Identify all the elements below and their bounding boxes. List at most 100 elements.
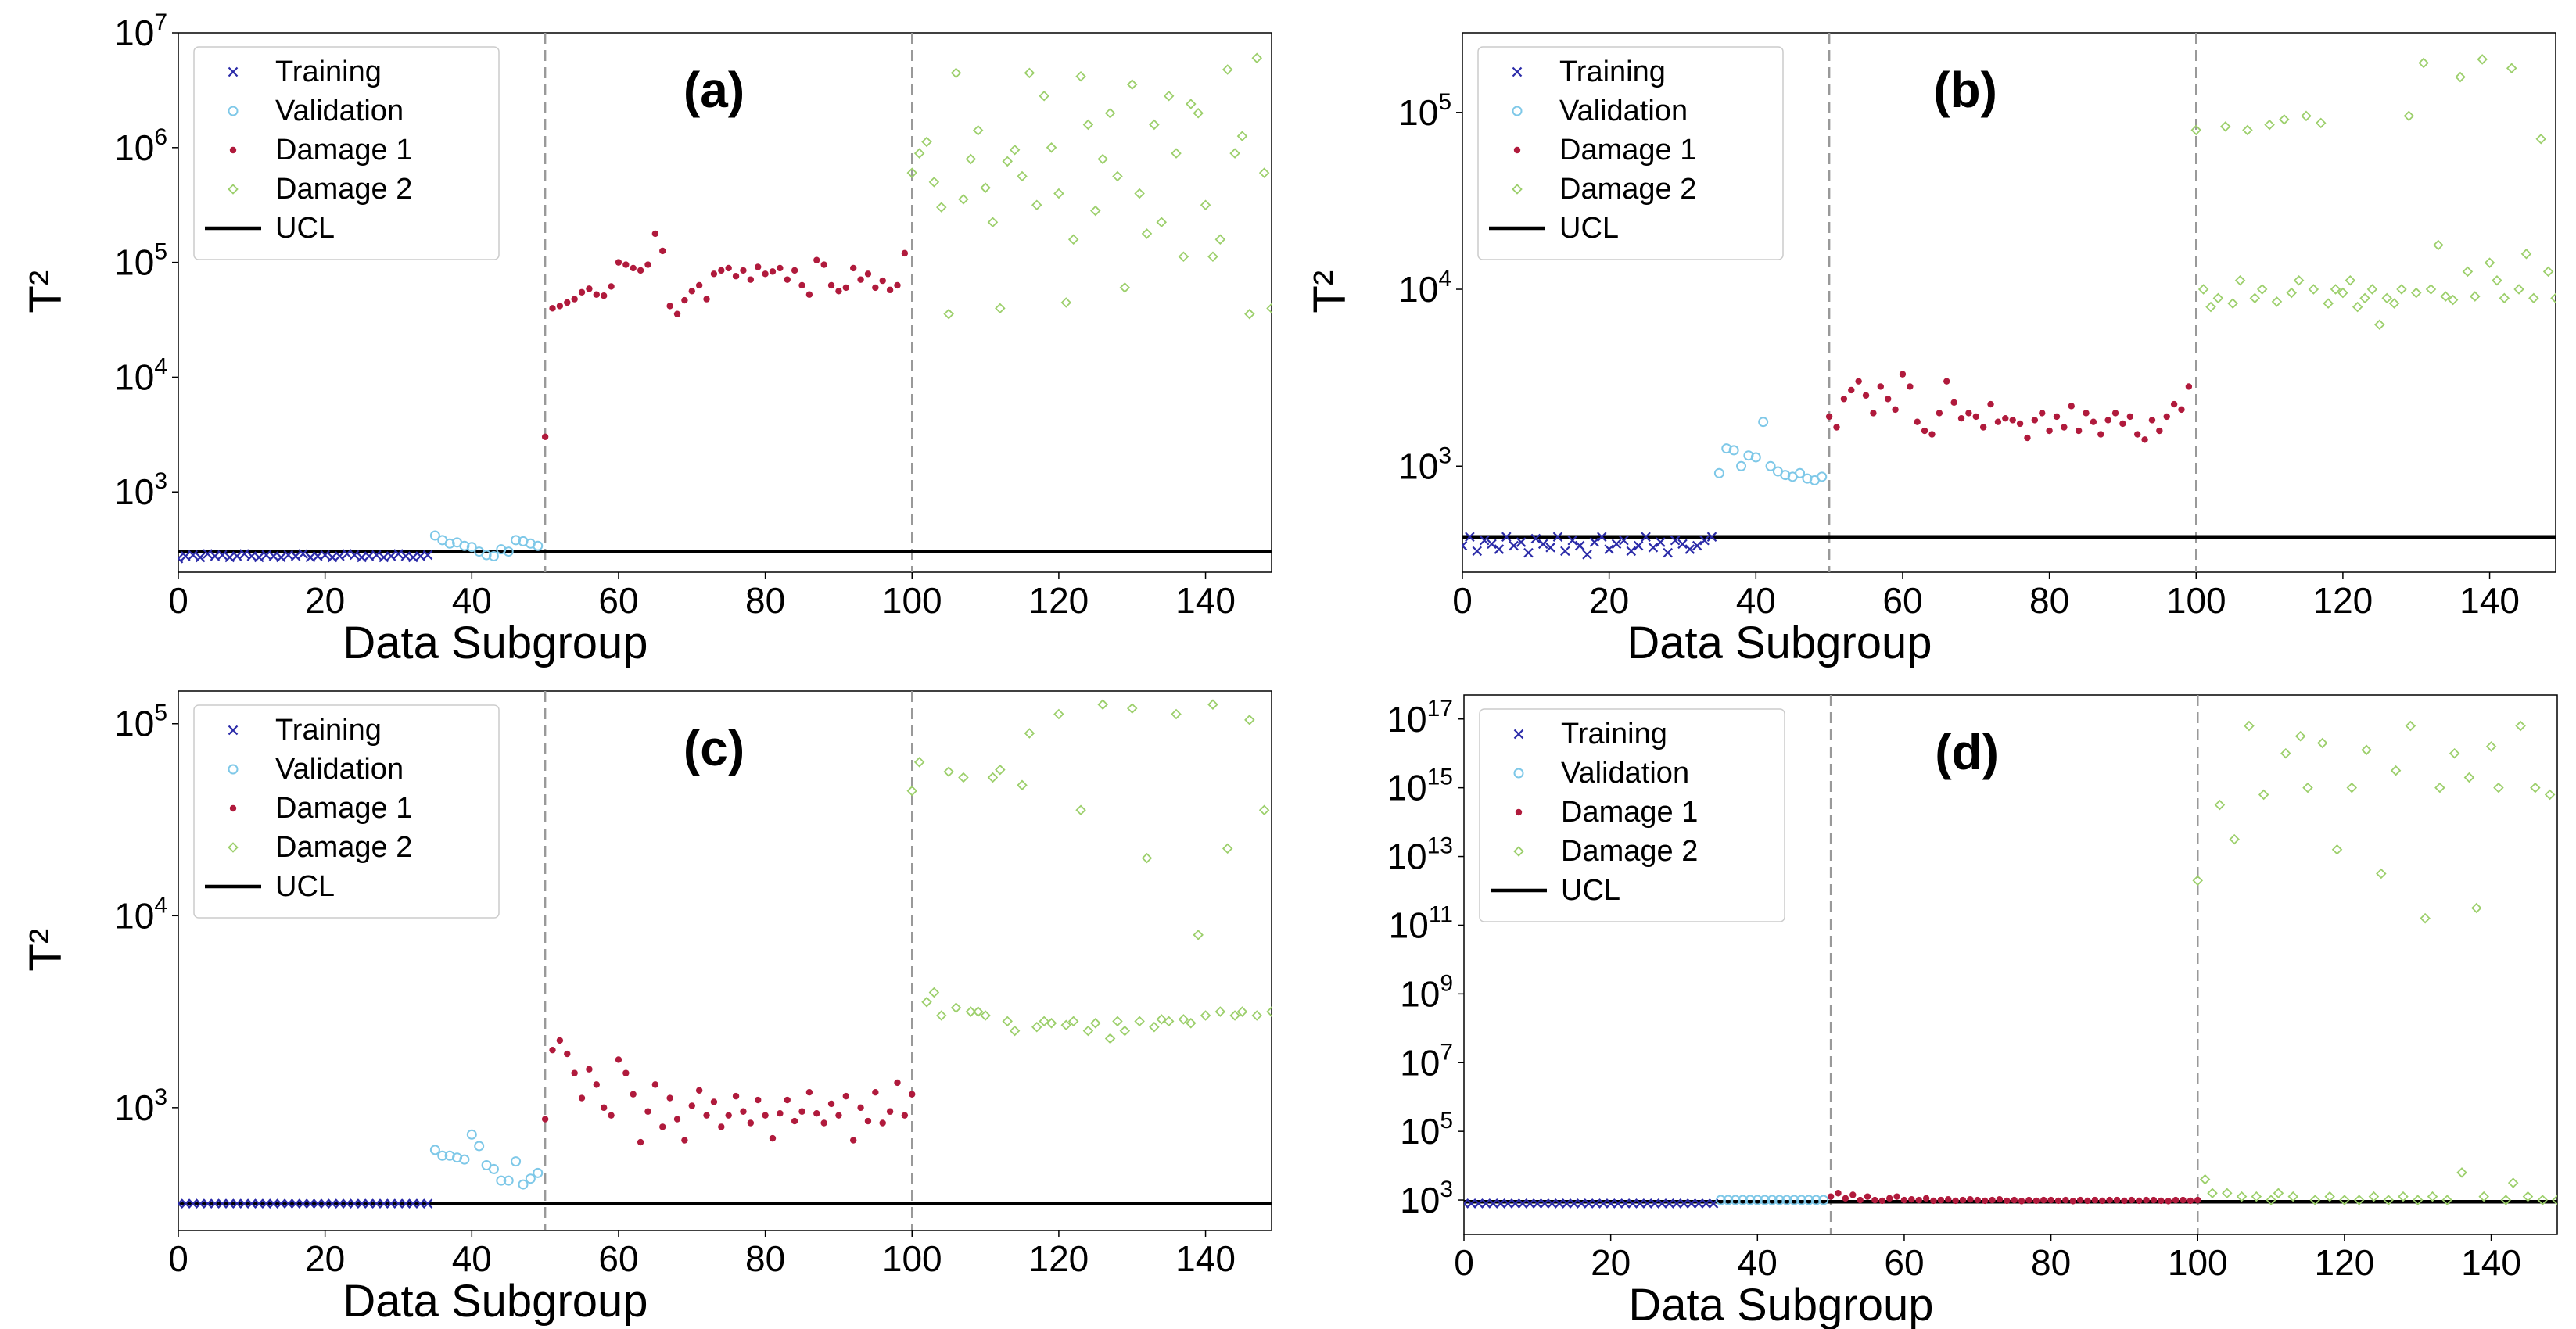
data-point — [637, 267, 644, 274]
data-point — [1871, 1196, 1878, 1204]
data-point — [769, 1134, 777, 1142]
data-point — [2119, 420, 2126, 428]
data-point — [710, 270, 718, 278]
data-point — [503, 1175, 514, 1186]
data-point — [2515, 720, 2526, 732]
x-tick-label: 140 — [2459, 580, 2520, 621]
series-damage-1 — [1825, 371, 2193, 443]
data-point — [958, 194, 969, 205]
data-point — [894, 281, 901, 289]
legend-label: Damage 2 — [1561, 835, 1698, 868]
data-point — [2062, 1196, 2069, 1204]
legend: Training Validation Damage 1 Damage 2 UCL — [1479, 708, 1785, 922]
series-validation — [1715, 1195, 1829, 1205]
data-point — [718, 1123, 725, 1130]
data-point — [2084, 1197, 2091, 1205]
data-point — [1207, 251, 1218, 263]
data-point — [1862, 392, 1870, 399]
data-point — [518, 1179, 529, 1190]
data-point — [231, 551, 242, 561]
data-point — [2075, 427, 2083, 435]
data-point — [2302, 782, 2313, 793]
data-point — [2061, 424, 2068, 431]
data-point — [371, 550, 382, 561]
data-point — [2286, 287, 2298, 299]
data-point — [1186, 1018, 1197, 1029]
data-point — [488, 1163, 499, 1174]
data-point — [2068, 403, 2075, 410]
data-point — [188, 1198, 199, 1209]
data-point — [1275, 988, 1283, 997]
data-point — [1009, 1025, 1021, 1037]
data-point — [2383, 1195, 2394, 1205]
data-point — [835, 288, 842, 295]
plot-frame — [1462, 32, 2556, 573]
data-point — [1530, 533, 1541, 544]
data-point — [1560, 546, 1570, 557]
data-point — [943, 766, 954, 777]
data-point — [2315, 117, 2327, 129]
data-point — [1736, 460, 1747, 471]
data-point — [1537, 539, 1548, 550]
data-point — [1967, 1195, 1974, 1203]
data-point — [1657, 1198, 1667, 1209]
data-point — [2330, 284, 2341, 295]
data-point — [556, 1037, 564, 1044]
y-tick-label: 1015 — [1387, 765, 1453, 808]
data-point — [894, 1079, 901, 1087]
data-point — [921, 997, 932, 1008]
series-validation — [429, 1129, 544, 1190]
data-point — [928, 177, 940, 188]
x-tick-label: 100 — [882, 580, 942, 621]
y-tick-label: 105 — [1398, 89, 1451, 133]
x-tick-label: 0 — [1452, 580, 1473, 621]
y-tick-label: 1013 — [1387, 833, 1453, 877]
data-point — [320, 1198, 330, 1209]
data-point — [651, 1081, 659, 1088]
x-tick-label: 140 — [1175, 1238, 1236, 1279]
data-point — [290, 551, 301, 561]
data-point — [2405, 720, 2416, 732]
legend-label: Validation — [1559, 95, 1688, 127]
data-point — [2530, 782, 2541, 793]
data-point — [422, 550, 433, 561]
data-point — [2560, 715, 2569, 723]
data-point — [777, 1110, 784, 1117]
data-point — [615, 259, 622, 266]
legend-marker — [1512, 184, 1523, 195]
data-point — [2346, 782, 2358, 793]
data-point — [571, 296, 578, 303]
data-point — [1670, 536, 1681, 546]
data-point — [2234, 274, 2246, 286]
data-point — [755, 263, 762, 270]
data-point — [1627, 1198, 1638, 1209]
data-point — [913, 757, 925, 768]
data-point — [1487, 539, 1497, 550]
data-point — [1692, 540, 1702, 551]
data-point — [2550, 292, 2556, 304]
data-point — [1802, 473, 1813, 484]
data-point — [474, 1141, 485, 1152]
data-point — [1848, 386, 1855, 394]
data-point — [2449, 747, 2460, 759]
data-point — [1788, 1195, 1799, 1205]
data-point — [2227, 298, 2238, 309]
data-point — [1479, 536, 1490, 546]
series-training — [1464, 1198, 1719, 1209]
data-point — [659, 247, 666, 255]
data-point — [1930, 1197, 1937, 1205]
data-point — [2374, 319, 2385, 331]
data-point — [820, 261, 827, 268]
data-point — [2455, 71, 2466, 83]
series-damage-1 — [541, 230, 909, 440]
data-point — [2205, 301, 2216, 313]
data-point — [2165, 1198, 2172, 1205]
data-point — [864, 270, 872, 278]
legend-label: Damage 2 — [275, 831, 412, 864]
data-point — [2197, 284, 2209, 295]
data-point — [2420, 912, 2431, 924]
data-point — [1641, 532, 1651, 543]
data-point — [1171, 708, 1182, 720]
data-point — [1178, 251, 1189, 263]
panel-b: 0 20 40 60 80 100 120 140 103 104 105 Data Subgroup… — [1304, 32, 2556, 668]
